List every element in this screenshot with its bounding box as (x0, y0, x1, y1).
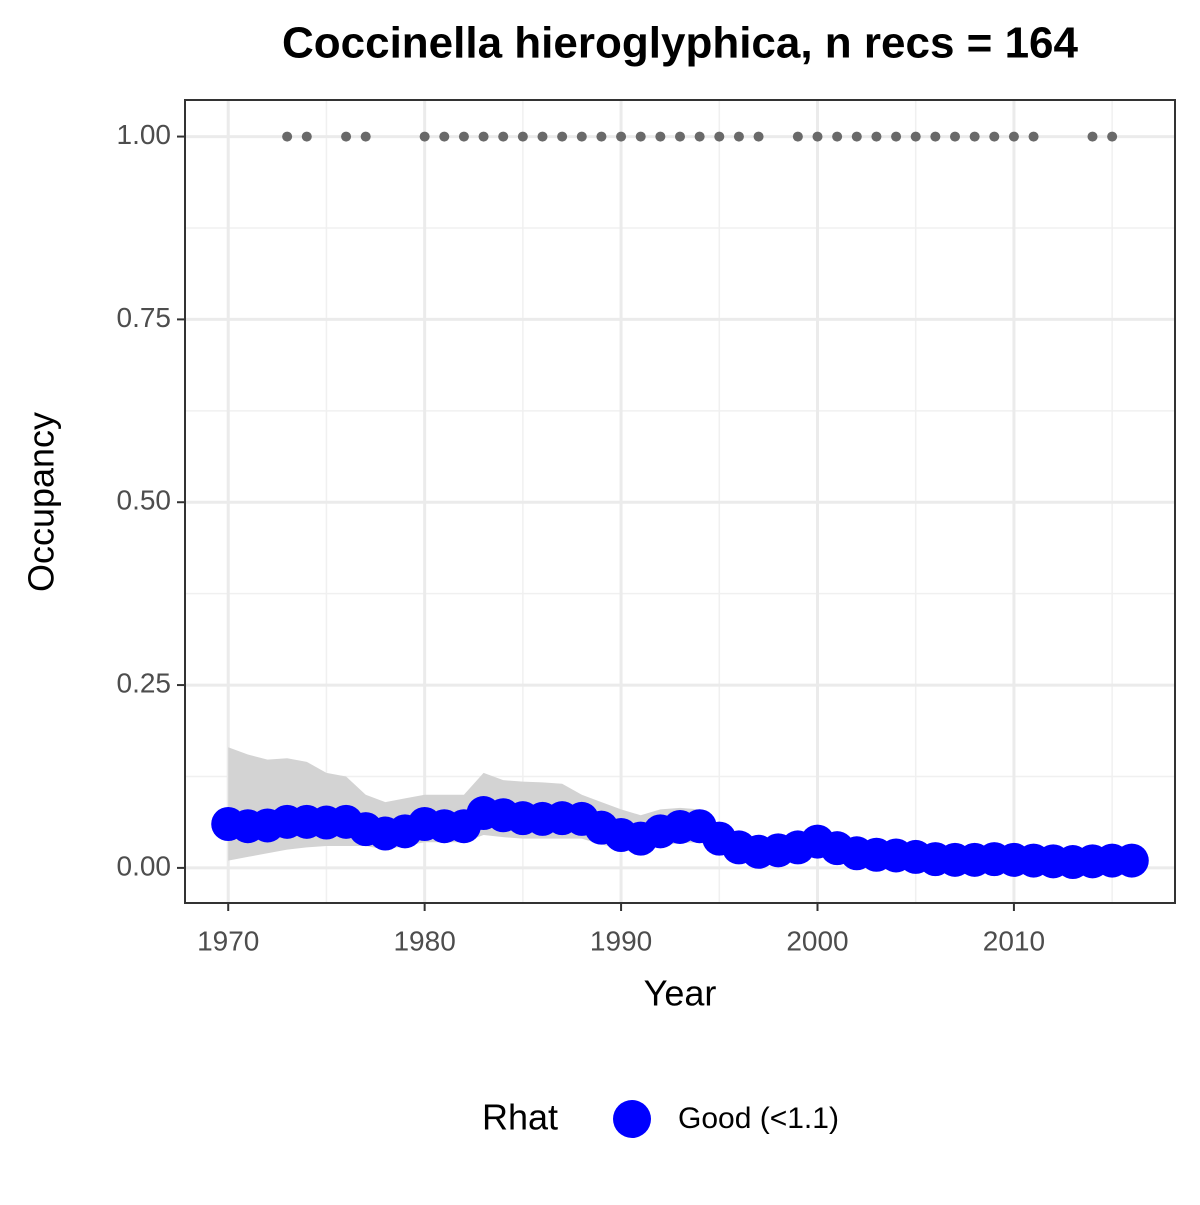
record-point (557, 131, 568, 142)
record-point (733, 131, 744, 142)
y-tick-label: 0.50 (117, 485, 172, 516)
record-point (478, 131, 489, 142)
record-point (439, 131, 450, 142)
record-point (989, 131, 1000, 142)
record-point (301, 131, 312, 142)
record-point (851, 131, 862, 142)
y-tick-label: 0.25 (117, 667, 172, 698)
record-point (498, 131, 509, 142)
record-point (950, 131, 960, 142)
record-point (694, 131, 705, 142)
record-point (419, 131, 430, 142)
record-point (871, 131, 882, 142)
record-point (1028, 131, 1039, 142)
record-point (910, 131, 921, 142)
x-tick-label: 2000 (786, 925, 848, 956)
legend-label: Good (<1.1) (678, 1102, 839, 1135)
record-point (517, 131, 528, 142)
record-point (714, 131, 725, 142)
occupancy-point (1114, 843, 1149, 878)
y-tick-label: 0.00 (117, 850, 172, 881)
legend-title: Rhat (482, 1097, 558, 1138)
record-point (458, 131, 469, 142)
record-point (812, 131, 823, 142)
record-point (655, 131, 666, 142)
record-point (576, 131, 587, 142)
record-point (969, 131, 980, 142)
record-point (282, 131, 293, 142)
record-point (341, 131, 352, 142)
y-axis-title: Occupancy (21, 412, 62, 592)
record-point (596, 131, 607, 142)
y-tick-label: 0.75 (117, 302, 172, 333)
record-point (1087, 131, 1098, 142)
record-point (832, 131, 843, 142)
x-axis-title: Year (644, 973, 717, 1014)
record-point (930, 131, 941, 142)
chart-title: Coccinella hieroglyphica, n recs = 164 (282, 19, 1079, 68)
x-tick-label: 2010 (983, 925, 1045, 956)
record-point (616, 131, 627, 142)
record-point (360, 131, 371, 142)
y-tick-label: 1.00 (117, 119, 172, 150)
record-point (1107, 131, 1118, 142)
x-tick-label: 1990 (590, 925, 652, 956)
record-point (753, 131, 764, 142)
record-point (1008, 131, 1019, 142)
legend-symbol (613, 1100, 651, 1138)
record-point (675, 131, 685, 142)
record-point (537, 131, 548, 142)
x-tick-label: 1980 (393, 925, 455, 956)
record-point (891, 131, 902, 142)
record-point (792, 131, 803, 142)
record-point (635, 131, 646, 142)
plot-border (184, 99, 1176, 904)
x-tick-label: 1970 (197, 925, 259, 956)
